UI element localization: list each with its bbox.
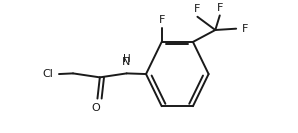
Text: N: N bbox=[122, 57, 131, 67]
Text: F: F bbox=[217, 3, 223, 13]
Text: F: F bbox=[194, 4, 201, 14]
Text: F: F bbox=[159, 15, 165, 25]
Text: H: H bbox=[123, 54, 131, 64]
Text: F: F bbox=[242, 24, 249, 34]
Text: O: O bbox=[91, 103, 100, 113]
Text: Cl: Cl bbox=[43, 69, 54, 79]
